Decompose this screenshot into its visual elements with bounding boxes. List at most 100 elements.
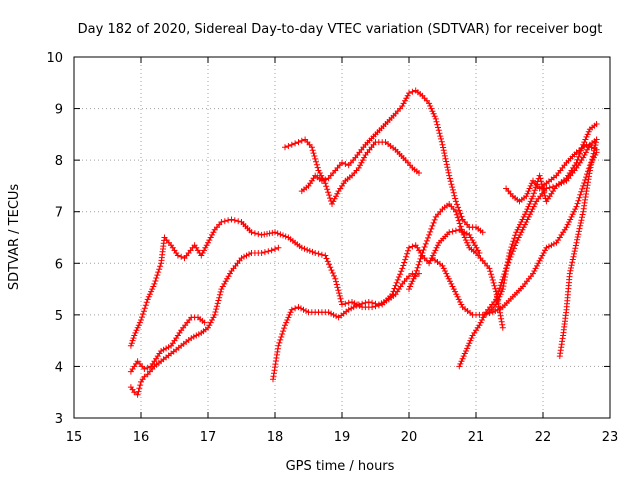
data-point — [131, 332, 138, 339]
data-point — [592, 142, 599, 149]
data-point — [149, 286, 156, 293]
data-point — [526, 201, 533, 207]
data-point — [248, 229, 255, 236]
data-point — [313, 161, 320, 168]
data-point — [398, 268, 405, 275]
data-point — [272, 246, 278, 253]
data-point — [419, 250, 426, 256]
data-point — [539, 252, 546, 259]
data-point — [201, 319, 208, 326]
data-point — [283, 319, 290, 326]
data-point — [399, 265, 406, 272]
data-point — [413, 267, 420, 274]
data-point — [308, 144, 315, 151]
data-point — [337, 295, 344, 302]
series-trace-5 — [282, 136, 422, 207]
data-point — [353, 302, 360, 309]
data-point — [336, 290, 342, 297]
data-point — [142, 302, 149, 309]
data-point — [206, 237, 213, 244]
data-point — [331, 195, 338, 202]
data-point — [525, 213, 532, 220]
data-point — [494, 299, 501, 305]
data-point — [566, 270, 573, 277]
data-point — [541, 189, 548, 196]
data-point — [437, 133, 444, 140]
data-point — [429, 222, 436, 229]
data-point — [134, 391, 141, 398]
data-point — [447, 178, 454, 185]
data-point — [542, 247, 548, 254]
data-point — [178, 253, 185, 260]
data-point — [280, 232, 286, 239]
data-point — [430, 110, 437, 117]
data-point — [425, 234, 431, 241]
data-point — [574, 156, 581, 163]
data-point — [573, 159, 580, 166]
data-point — [357, 162, 364, 169]
data-point — [274, 230, 281, 237]
data-point — [450, 189, 457, 196]
data-point — [543, 185, 550, 192]
data-point — [409, 243, 416, 250]
data-point — [349, 299, 355, 305]
data-point — [136, 319, 143, 326]
data-point — [536, 172, 543, 179]
series-trace-7 — [406, 201, 506, 331]
data-point — [318, 251, 325, 258]
data-point — [361, 154, 368, 161]
data-point — [438, 135, 444, 142]
data-point — [576, 225, 583, 232]
data-point — [137, 382, 144, 389]
data-point — [593, 139, 599, 146]
data-point — [589, 153, 596, 160]
data-point — [313, 158, 319, 165]
data-point — [231, 217, 238, 224]
data-point — [339, 159, 345, 166]
x-tick-label: 22 — [535, 430, 552, 445]
data-point — [581, 180, 588, 186]
data-point — [583, 141, 590, 148]
data-point — [324, 258, 331, 265]
data-point — [135, 322, 142, 329]
data-point — [440, 147, 447, 154]
data-point — [228, 216, 235, 223]
data-point — [563, 224, 570, 231]
data-point — [454, 201, 460, 208]
data-point — [575, 228, 582, 235]
data-point — [199, 250, 206, 256]
data-point — [515, 234, 522, 241]
data-point — [445, 167, 451, 173]
data-point — [416, 258, 423, 265]
data-point — [443, 161, 450, 168]
data-point — [404, 92, 411, 99]
tick-layer: 15 16 17 18 19 20 21 22 23 3 4 5 6 7 8 9 10 — [46, 51, 618, 445]
data-point — [452, 288, 459, 295]
data-point — [446, 175, 453, 182]
data-point — [144, 296, 151, 303]
data-point — [216, 294, 223, 301]
data-point — [574, 236, 581, 243]
data-point — [315, 250, 322, 257]
data-point — [442, 268, 448, 274]
data-point — [221, 218, 228, 225]
data-point — [153, 275, 160, 281]
data-point — [515, 224, 522, 231]
data-point — [277, 336, 284, 343]
data-point — [476, 322, 483, 329]
data-point — [591, 145, 598, 151]
data-point — [285, 143, 292, 149]
data-point — [333, 281, 340, 288]
data-point — [473, 244, 480, 251]
data-point — [298, 137, 305, 144]
data-point — [334, 284, 341, 291]
data-point — [255, 231, 262, 238]
data-point — [527, 182, 534, 189]
data-point — [459, 229, 466, 236]
data-point — [275, 244, 282, 251]
data-point — [342, 161, 349, 167]
data-point — [466, 231, 473, 238]
series-trace-6 — [298, 87, 486, 236]
series-line — [432, 152, 598, 316]
data-point — [446, 229, 453, 236]
